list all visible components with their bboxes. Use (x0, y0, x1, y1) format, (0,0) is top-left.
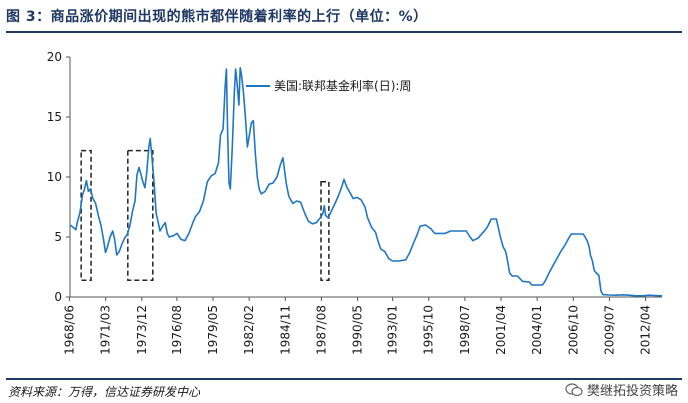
footer-rule (6, 378, 682, 380)
y-tick-label: 0 (54, 290, 62, 304)
x-tick-label: 1993/01 (386, 305, 400, 355)
highlight-boxes (80, 149, 330, 281)
watermark: 樊继拓投资策略 (565, 380, 678, 399)
highlight-box (80, 149, 92, 281)
y-tick-label: 5 (54, 230, 62, 244)
x-tick-label: 2012/04 (639, 305, 653, 355)
x-ticks: 1968/06 1971/03 1973/12 1976/08 1979/05 1982/… (63, 297, 653, 355)
x-tick-label: 1968/06 (63, 305, 77, 355)
source-note: 资料来源：万得，信达证券研发中心 (8, 385, 201, 399)
highlight-box (320, 181, 330, 281)
legend: 美国:联邦基金利率(日):周 (246, 78, 411, 93)
x-tick-label: 2006/10 (566, 305, 580, 355)
x-tick-label: 2009/07 (602, 305, 616, 355)
line-chart: 0 5 10 15 20 1968/06 1971/03 1973/12 1976/08 197… (47, 50, 663, 355)
highlight-box (127, 149, 154, 281)
x-tick-label: 1990/05 (351, 305, 365, 355)
x-tick-label: 1973/12 (135, 305, 149, 355)
title-rule (6, 31, 682, 33)
y-tick-label: 10 (47, 170, 62, 184)
fed-funds-rate-line (69, 67, 663, 297)
watermark-text: 樊继拓投资策略 (586, 384, 678, 399)
x-tick-label: 2001/04 (494, 305, 508, 355)
figure-title: 图 3：商品涨价期间出现的熊市都伴随着利率的上行（单位：%） (6, 9, 428, 25)
x-tick-label: 1982/02 (242, 305, 256, 355)
x-tick-label: 1987/08 (314, 305, 328, 355)
wechat-icon (565, 382, 583, 396)
x-tick-label: 1976/08 (170, 305, 184, 355)
y-ticks: 0 5 10 15 20 (47, 50, 70, 304)
x-tick-label: 1971/03 (99, 305, 113, 355)
legend-label: 美国:联邦基金利率(日):周 (274, 78, 411, 93)
y-tick-label: 20 (47, 50, 62, 64)
x-tick-label: 1984/11 (278, 305, 292, 355)
x-tick-label: 1998/07 (458, 305, 472, 355)
x-tick-label: 2004/01 (530, 305, 544, 355)
x-tick-label: 1979/05 (206, 305, 220, 355)
x-tick-label: 1995/10 (422, 305, 436, 355)
y-tick-label: 15 (47, 110, 62, 124)
